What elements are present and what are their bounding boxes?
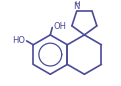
Text: N: N: [73, 2, 80, 11]
Text: HO: HO: [13, 36, 26, 45]
Text: H: H: [74, 1, 79, 7]
Text: OH: OH: [54, 22, 67, 31]
